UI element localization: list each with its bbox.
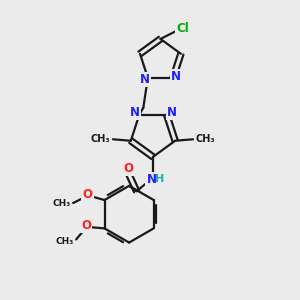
Text: CH₃: CH₃ [56,237,74,246]
Text: H: H [155,174,164,184]
Text: O: O [124,162,134,175]
Text: O: O [81,219,91,232]
Text: CH₃: CH₃ [52,199,71,208]
Text: CH₃: CH₃ [91,134,110,144]
Text: CH₃: CH₃ [195,134,215,144]
Text: N: N [140,73,150,86]
Text: N: N [130,106,140,119]
Text: Cl: Cl [176,22,189,35]
Text: N: N [171,70,181,83]
Text: N: N [146,173,157,186]
Text: N: N [167,106,177,119]
Text: O: O [82,188,92,200]
